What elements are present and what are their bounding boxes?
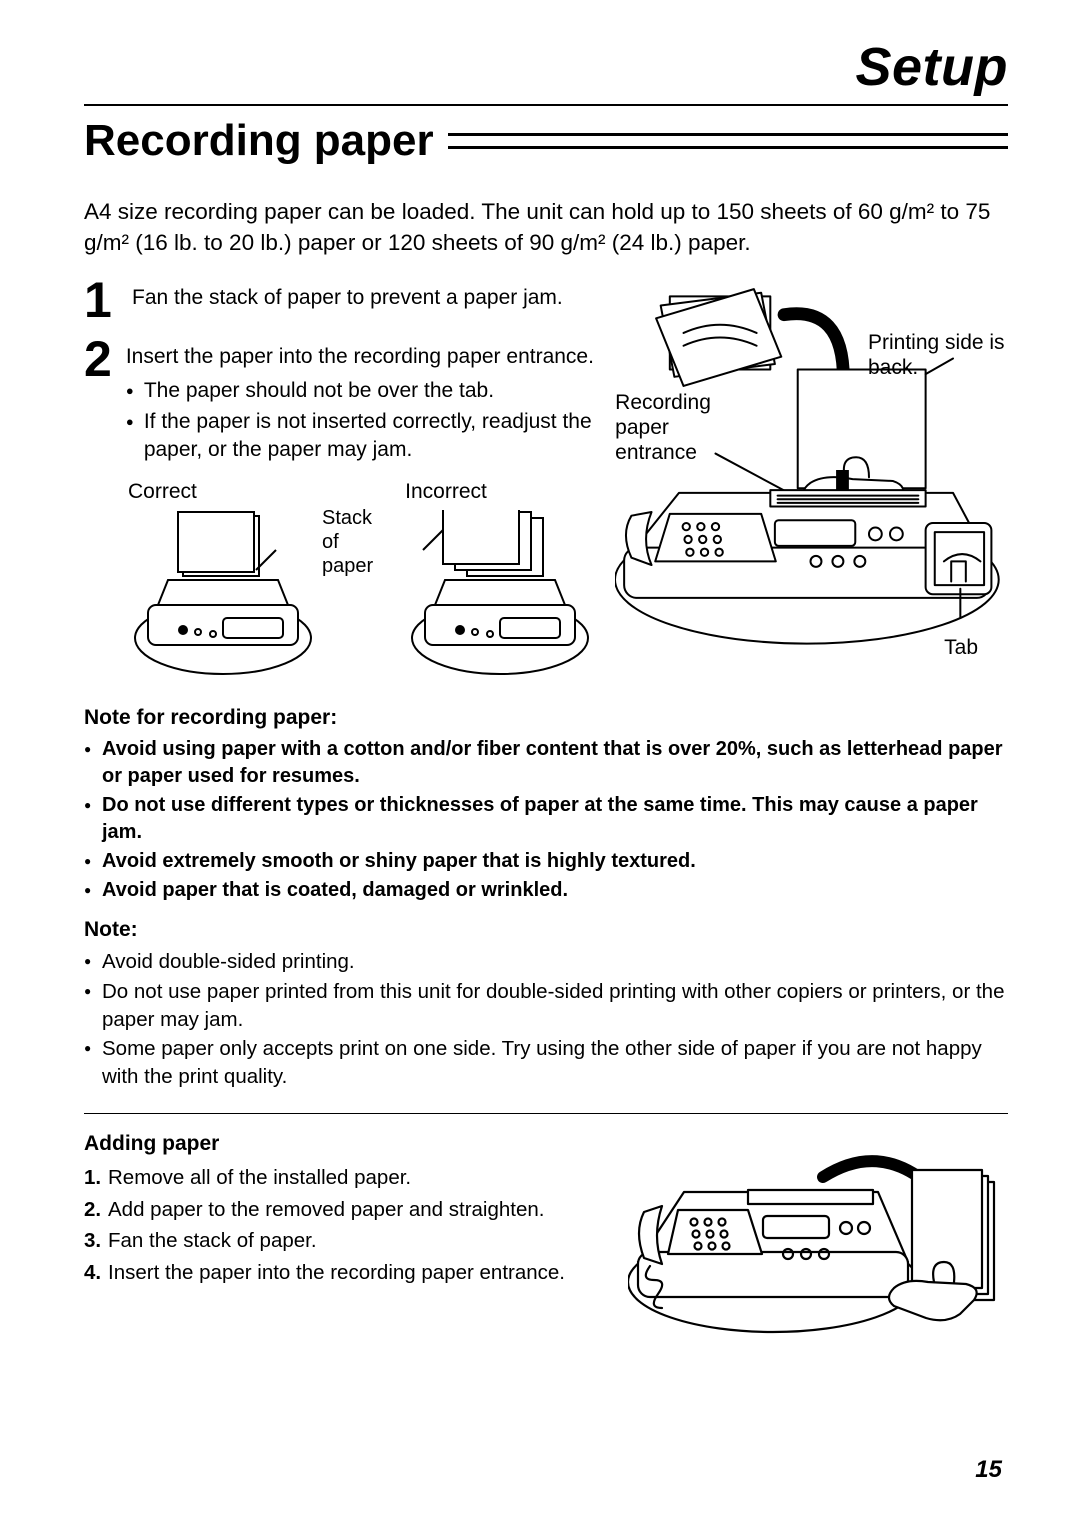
section-title-row: Recording paper [84, 116, 1008, 166]
main-figure-wrap: Printing side is back. Recording paper e… [615, 270, 1008, 670]
steps-area: 1 Fan the stack of paper to prevent a pa… [84, 278, 1008, 680]
adding-paper-row: Adding paper Remove all of the installed… [84, 1132, 1008, 1342]
adding-steps-list: Remove all of the installed paper. Add p… [84, 1162, 604, 1289]
adding-step: Add paper to the removed paper and strai… [84, 1194, 604, 1226]
correct-figure [128, 510, 318, 680]
step-2-sublist: The paper should not be over the tab. If… [126, 377, 595, 464]
manual-page: Setup Recording paper A4 size recording … [0, 0, 1080, 1526]
bold-note-item: Avoid paper that is coated, damaged or w… [84, 877, 1008, 904]
bold-note-list: Avoid using paper with a cotton and/or f… [84, 736, 1008, 904]
section-title: Recording paper [84, 116, 434, 166]
bold-note-item: Avoid using paper with a cotton and/or f… [84, 736, 1008, 790]
stack-label: Stack of paper [322, 507, 373, 577]
correct-incorrect-row: Correct [128, 480, 595, 680]
step-2-bullet: The paper should not be over the tab. [126, 377, 595, 405]
double-rule [448, 133, 1008, 149]
step-2-text: Insert the paper into the recording pape… [126, 345, 594, 368]
separator-rule [84, 1113, 1008, 1114]
bold-note-item: Do not use different types or thicknesse… [84, 792, 1008, 846]
plain-note-item: Some paper only accepts print on one sid… [84, 1035, 1008, 1090]
steps-left-column: 1 Fan the stack of paper to prevent a pa… [84, 278, 595, 680]
adding-step: Fan the stack of paper. [84, 1225, 604, 1257]
adding-left: Adding paper Remove all of the installed… [84, 1132, 604, 1342]
bold-note-item: Avoid extremely smooth or shiny paper th… [84, 848, 1008, 875]
stack-of-paper-callout: Stack of paper [322, 506, 373, 706]
adding-step: Insert the paper into the recording pape… [84, 1257, 604, 1289]
intro-paragraph: A4 size recording paper can be loaded. T… [84, 196, 1008, 258]
correct-column: Correct [128, 480, 318, 680]
printing-side-label: Printing side is back. [868, 330, 1008, 380]
page-number: 15 [975, 1456, 1002, 1484]
step-1: 1 Fan the stack of paper to prevent a pa… [84, 278, 595, 323]
plain-note-list: Avoid double-sided printing. Do not use … [84, 948, 1008, 1090]
step-text: Fan the stack of paper to prevent a pape… [132, 278, 563, 323]
note-recording-head: Note for recording paper: [84, 706, 1008, 730]
step-2: 2 Insert the paper into the recording pa… [84, 337, 595, 466]
correct-label: Correct [128, 480, 318, 504]
setup-header: Setup [84, 36, 1008, 98]
header-rule [84, 104, 1008, 106]
tab-label: Tab [944, 635, 978, 660]
step-text: Insert the paper into the recording pape… [126, 337, 595, 466]
incorrect-figure [405, 510, 595, 680]
step-number: 1 [84, 278, 118, 323]
adding-step: Remove all of the installed paper. [84, 1162, 604, 1194]
plain-note-item: Avoid double-sided printing. [84, 948, 1008, 976]
notes-block: Note for recording paper: Avoid using pa… [84, 706, 1008, 1090]
adding-figure [628, 1132, 1008, 1342]
incorrect-column: Incorrect [405, 480, 595, 680]
step-number: 2 [84, 337, 112, 466]
plain-note-item: Do not use paper printed from this unit … [84, 978, 1008, 1033]
step-2-bullet: If the paper is not inserted correctly, … [126, 408, 595, 465]
note-head: Note: [84, 918, 1008, 942]
adding-head: Adding paper [84, 1132, 604, 1156]
entrance-label: Recording paper entrance [615, 390, 725, 466]
incorrect-label: Incorrect [405, 480, 595, 504]
